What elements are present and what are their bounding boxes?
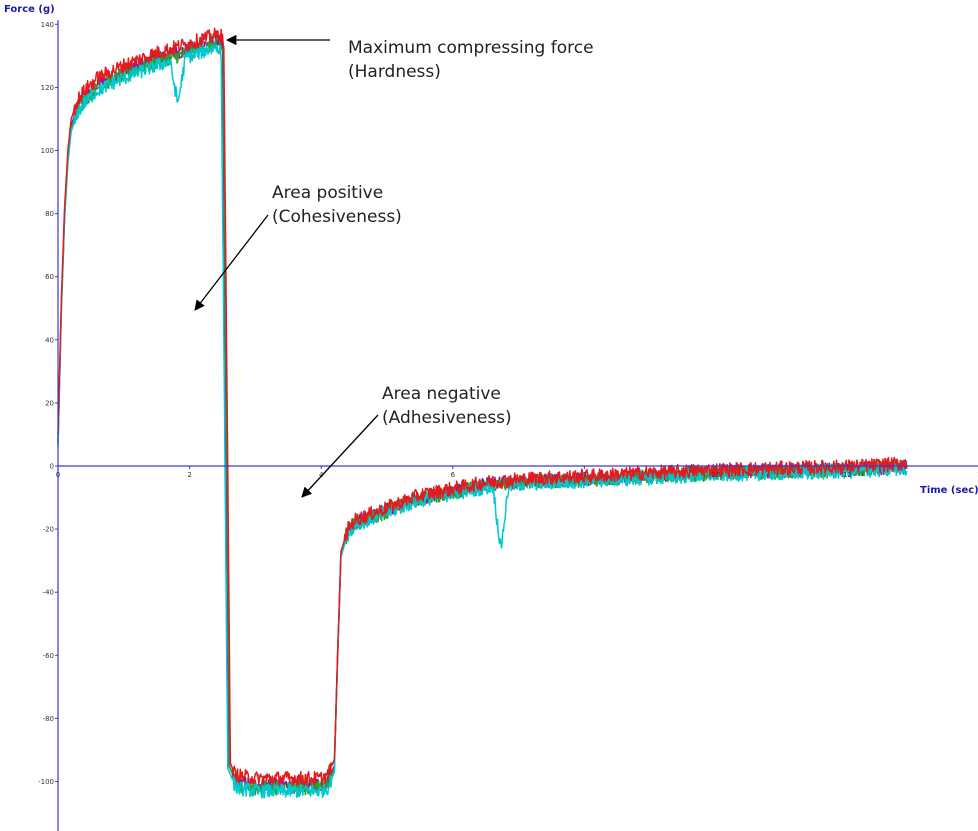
annotation-text: Area positive: [272, 183, 383, 203]
series-line: [57, 44, 908, 799]
series-line: [57, 27, 908, 787]
annotation-text: (Hardness): [348, 62, 441, 82]
y-tick-label: -40: [43, 589, 54, 597]
axes: Force (g) Time (sec): [4, 4, 978, 831]
annotation-text: Area negative: [382, 384, 501, 404]
x-tick-label: 12: [843, 471, 852, 479]
ticks-layer: 140 120 100 80 60 40 20 0 -20 -40 -60 -80 -100 0 2 4 6 8 1…: [38, 21, 978, 786]
y-tick-label: 120: [41, 84, 54, 92]
series-layer: [57, 27, 908, 799]
x-tick-label: 8: [582, 471, 586, 479]
y-tick-label: 40: [45, 336, 54, 344]
y-tick-label: 80: [45, 210, 54, 218]
annotation-text: (Cohesiveness): [272, 207, 402, 227]
y-tick-label: -100: [38, 778, 54, 786]
y-tick-label: 100: [41, 147, 54, 155]
y-tick-label: 140: [41, 21, 54, 29]
x-tick-label: 10: [712, 471, 721, 479]
y-tick-label: 60: [45, 273, 54, 281]
x-axis-title: Time (sec): [920, 485, 978, 496]
x-tick-label: 6: [451, 471, 456, 479]
y-tick-label: -20: [43, 526, 54, 534]
x-tick-label: 0: [56, 471, 60, 479]
annotation-text: Maximum compressing force: [348, 38, 594, 58]
annotations-layer: Maximum compressing force (Hardness) Area …: [194, 34, 594, 498]
annotation-arrow: [301, 414, 379, 498]
y-tick-label: 0: [50, 463, 54, 471]
annotation-arrow: [194, 214, 269, 311]
y-tick-label: -80: [43, 715, 54, 723]
x-tick-label: 1: [977, 471, 978, 479]
x-tick-label: 4: [319, 471, 324, 479]
y-tick-label: -60: [43, 652, 54, 660]
annotation-text: (Adhesiveness): [382, 408, 512, 428]
y-axis-title: Force (g): [4, 4, 55, 15]
x-tick-label: 2: [187, 471, 191, 479]
y-tick-label: 20: [45, 399, 54, 407]
